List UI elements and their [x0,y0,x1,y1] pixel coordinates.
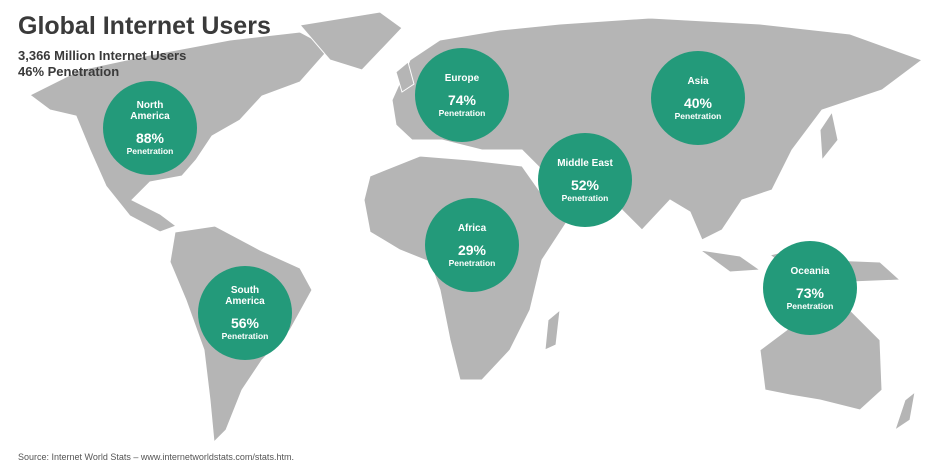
region-label: Penetration [674,110,722,121]
region-bubble: Middle East 52% Penetration [538,133,632,227]
region-value: 40% [683,94,713,111]
source: Source: Internet World Stats – www.inter… [18,452,294,462]
region-bubble: North America 88% Penetration [103,81,197,175]
region-bubble: Asia 40% Penetration [651,51,745,145]
region-bubble: Oceania 73% Penetration [763,241,857,335]
madagascar [544,308,561,351]
eurasia [391,17,924,241]
japan [819,110,839,162]
region-value: 73% [795,284,825,301]
region-label: Penetration [448,257,496,268]
region-value: 88% [135,130,165,146]
uk [395,61,415,93]
region-label: Penetration [561,192,609,203]
region-name: Oceania [790,265,830,277]
new-zealand [894,390,916,432]
region-label: Penetration [221,331,269,341]
region-label: Penetration [438,107,486,118]
region-label: Penetration [786,300,834,311]
region-bubble: South America 56% Penetration [198,266,292,360]
region-name: Asia [687,75,709,87]
region-value: 56% [230,315,260,331]
region-bubble: Africa 29% Penetration [425,198,519,292]
region-value: 29% [457,241,487,258]
region-name: Africa [457,222,487,234]
region-bubble: Europe 74% Penetration [415,48,509,142]
greenland [299,11,403,71]
title: Global Internet Users [18,12,271,40]
region-name: North America [130,100,170,122]
region-label: Penetration [126,146,174,156]
region-name: Europe [444,72,480,84]
region-name: Middle East [557,157,613,169]
subtitle: 46% Penetration [18,64,120,79]
region-value: 74% [447,91,477,108]
region-value: 52% [570,176,600,193]
subtitle: 3,366 Million Internet Users [18,48,187,63]
region-name: South America [225,285,265,307]
